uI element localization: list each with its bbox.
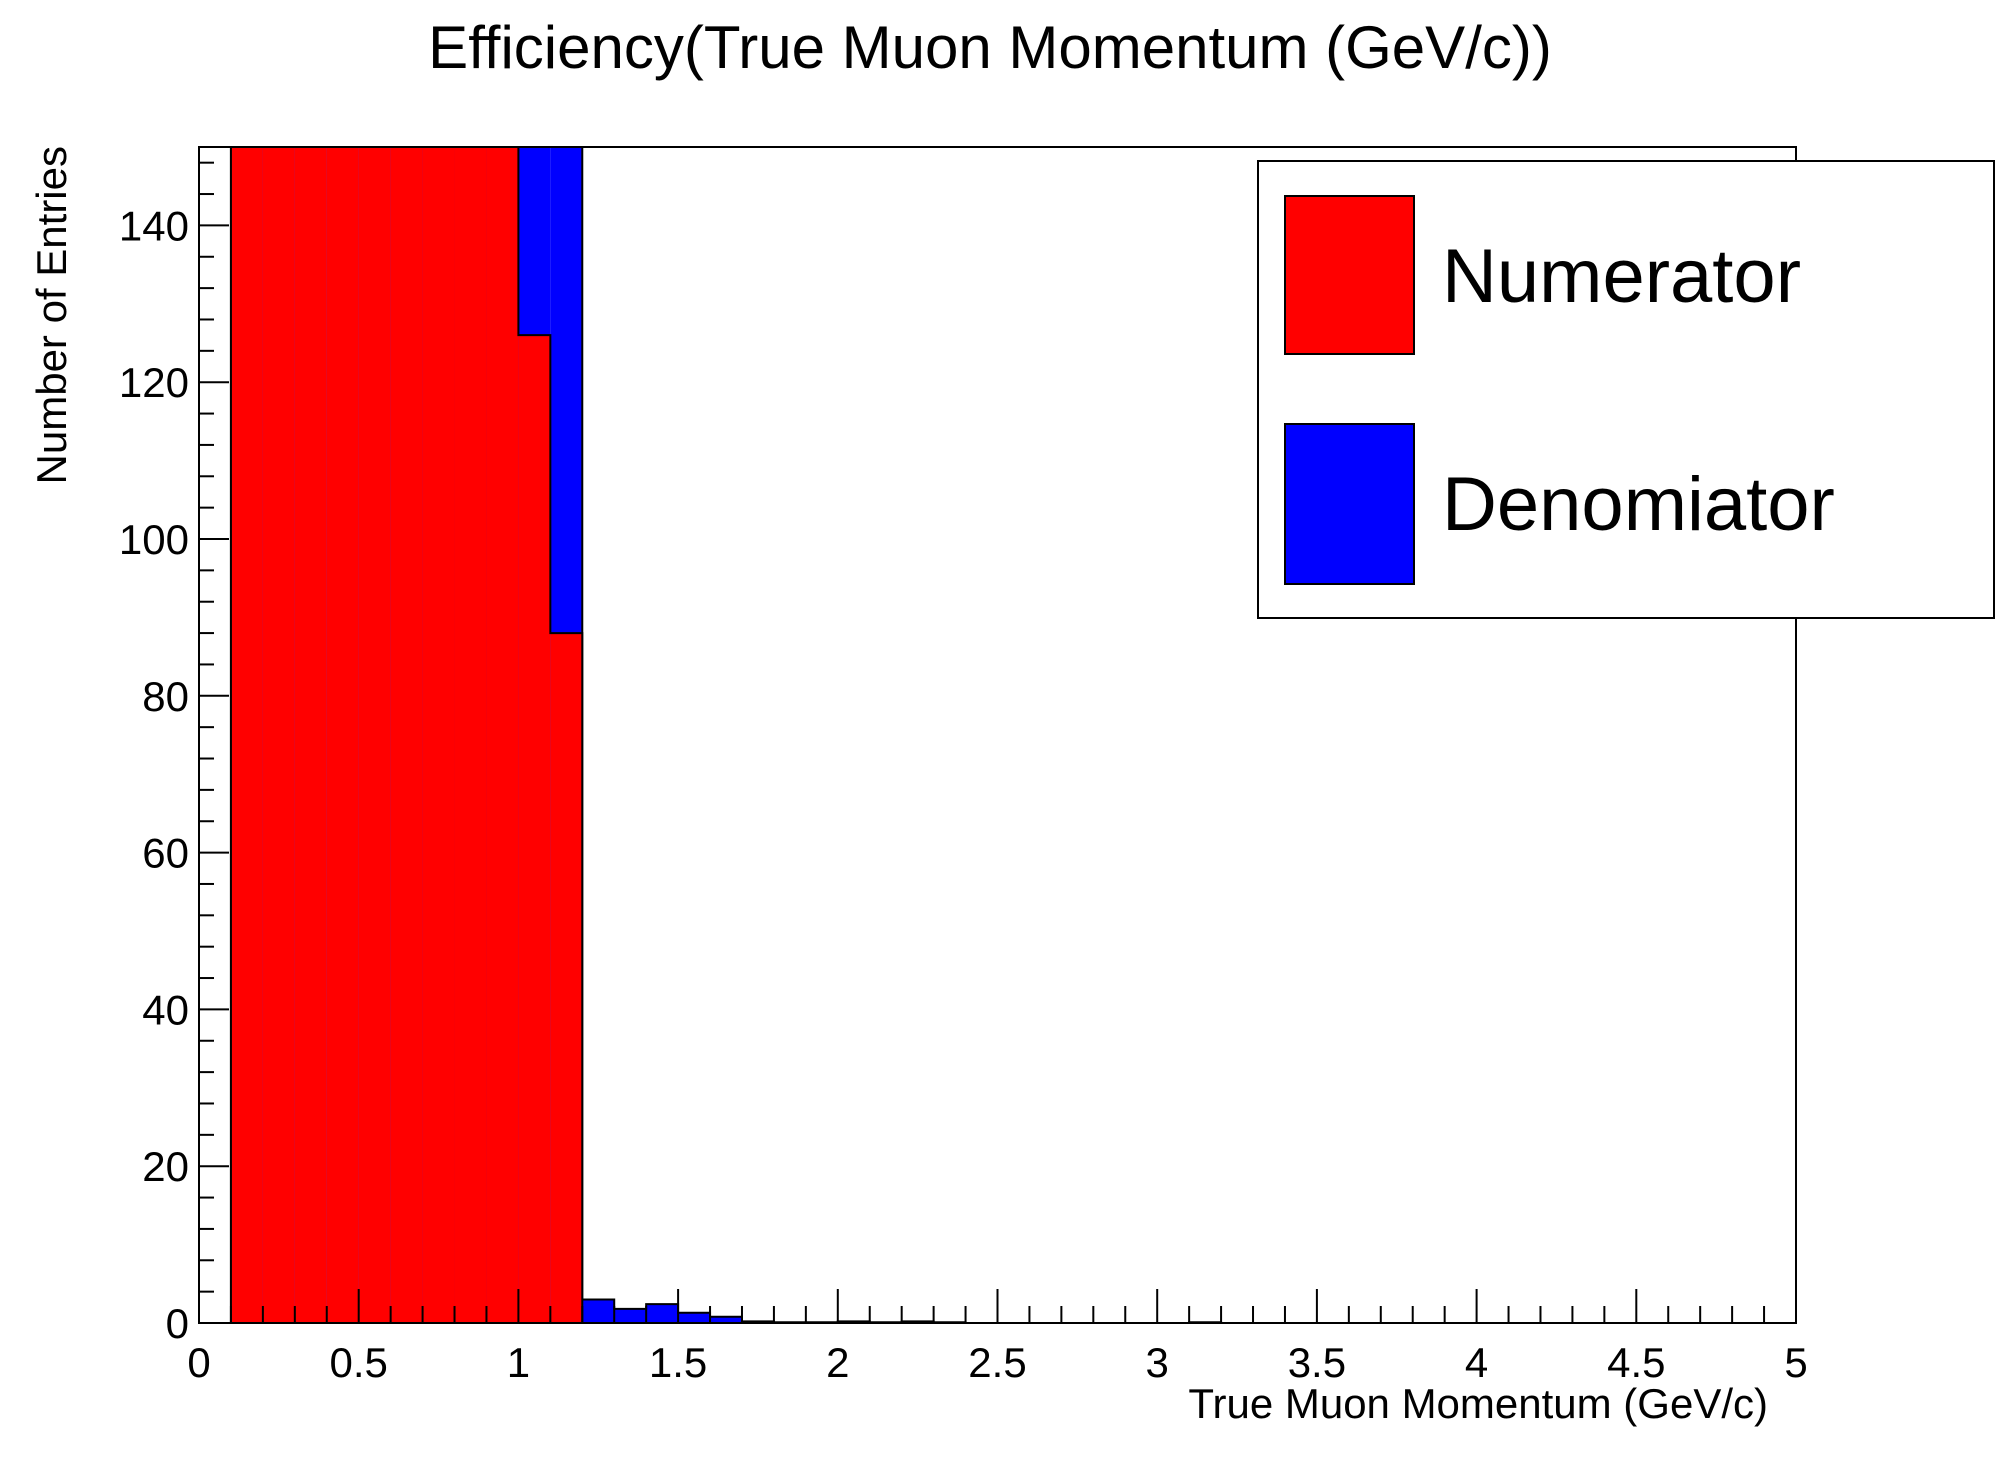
x-tick-label: 1 <box>507 1339 530 1386</box>
y-tick-label: 0 <box>166 1300 189 1347</box>
bar-numerator <box>550 633 583 1323</box>
x-tick-label: 5 <box>1784 1339 1807 1386</box>
bar-numerator <box>518 335 551 1323</box>
bar-numerator <box>454 147 487 1323</box>
x-tick-label: 0 <box>187 1339 210 1386</box>
x-tick-label: 4.5 <box>1607 1339 1665 1386</box>
x-tick-label: 0.5 <box>330 1339 388 1386</box>
y-tick-label: 80 <box>142 673 189 720</box>
bar-numerator <box>230 147 263 1323</box>
bar-denomiator <box>614 1308 647 1323</box>
bar-numerator <box>294 147 327 1323</box>
y-tick-label: 40 <box>142 986 189 1033</box>
bar-denomiator <box>582 1299 615 1323</box>
x-tick-label: 3.5 <box>1288 1339 1346 1386</box>
y-tick-label: 140 <box>119 202 189 249</box>
x-tick-label: 4 <box>1465 1339 1488 1386</box>
y-axis-label: Number of Entries <box>28 146 75 484</box>
bars-layer <box>229 146 1223 1324</box>
y-tick-label: 120 <box>119 359 189 406</box>
y-tick-label: 100 <box>119 516 189 563</box>
x-tick-label: 2.5 <box>968 1339 1026 1386</box>
legend-label-numerator: Numerator <box>1442 234 1801 319</box>
bar-numerator <box>486 147 519 1323</box>
bar-numerator <box>262 147 295 1323</box>
axes-layer: 0 0.5 1 1.5 2 2.5 3 3.5 4 4.5 5 0 20 40 60 80 100 120 140 <box>119 146 1808 1386</box>
x-tick-label: 1.5 <box>649 1339 707 1386</box>
y-tick-label: 20 <box>142 1143 189 1190</box>
x-axis-label: True Muon Momentum (GeV/c) <box>1188 1380 1768 1427</box>
legend: Numerator Denomiator <box>1257 160 1995 619</box>
x-tick-label: 2 <box>826 1339 849 1386</box>
legend-swatch-numerator <box>1284 195 1415 355</box>
legend-label-denominator: Denomiator <box>1442 462 1835 547</box>
chart-title: Efficiency(True Muon Momentum (GeV/c)) <box>428 14 1552 81</box>
bar-denomiator <box>710 1316 742 1323</box>
bar-denomiator <box>678 1312 711 1323</box>
legend-swatch-denominator <box>1284 423 1415 585</box>
bar-numerator <box>358 147 391 1323</box>
x-tick-label: 3 <box>1146 1339 1169 1386</box>
y-tick-label: 60 <box>142 830 189 877</box>
bar-numerator <box>390 147 423 1323</box>
bar-numerator <box>326 147 359 1323</box>
bar-numerator <box>422 147 455 1323</box>
bar-denomiator <box>646 1304 679 1323</box>
